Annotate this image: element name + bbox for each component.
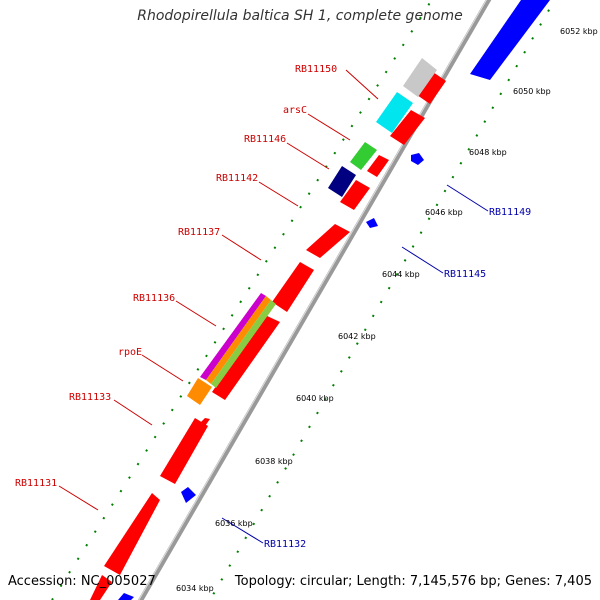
tick-label-6040: 6040 kbp [296, 394, 334, 403]
gene-RB11149[interactable] [411, 153, 424, 165]
gene-RB11136[interactable] [212, 315, 280, 400]
label-RB11131[interactable]: RB11131 [15, 478, 57, 489]
outer-tick-guide [209, 0, 556, 600]
label-RB11145[interactable]: RB11145 [444, 269, 486, 280]
leader-RB11133 [113, 399, 153, 426]
tick-label-6042: 6042 kbp [338, 332, 376, 341]
map-title: Rhodopirellula baltica SH 1, complete ge… [137, 8, 463, 24]
accession-text: Accession: NC_005027 [8, 574, 156, 589]
tick-label-6052: 6052 kbp [560, 27, 598, 36]
leader-RB11150 [345, 69, 379, 100]
tick-label-6044: 6044 kbp [382, 270, 420, 279]
tick-label-6036: 6036 kbp [215, 519, 253, 528]
tick-label-6050: 6050 kbp [513, 87, 551, 96]
gene-RB11130[interactable] [90, 575, 112, 600]
gene-RB11146[interactable] [367, 155, 389, 177]
leader-RB11146 [286, 142, 330, 170]
label-rpoE[interactable]: rpoE [118, 347, 142, 358]
feature-green[interactable] [350, 142, 377, 170]
tick-label-6046: 6046 kbp [425, 208, 463, 217]
genome-summary-text: Topology: circular; Length: 7,145,576 bp… [234, 574, 592, 589]
leader-RB11145 [401, 246, 444, 274]
leader-RB11131 [58, 485, 99, 511]
label-RB11149[interactable]: RB11149 [489, 207, 531, 218]
leader-RB11136 [175, 300, 217, 327]
leader-RB11137 [221, 234, 262, 261]
gene-RB11150[interactable] [417, 72, 446, 104]
gene-arsC[interactable] [390, 110, 425, 145]
gene-RB11145[interactable] [366, 218, 378, 228]
label-arsC[interactable]: arsC [283, 105, 307, 116]
feature-magenta[interactable] [200, 293, 266, 380]
label-RB11136[interactable]: RB11136 [133, 293, 175, 304]
leader-RB11149 [446, 184, 489, 212]
leader-rpoE [141, 354, 184, 382]
tick-label-6034: 6034 kbp [176, 584, 214, 593]
tick-label-6048: 6048 kbp [469, 148, 507, 157]
gene-reverse-bottom[interactable] [118, 593, 134, 600]
label-RB11137[interactable]: RB11137 [178, 227, 220, 238]
feature-orange[interactable] [187, 378, 212, 405]
gene-RB11132[interactable] [181, 487, 196, 503]
gene-reverse-top[interactable] [470, 0, 550, 80]
genome-backbone [137, 0, 492, 600]
leader-RB11142 [258, 181, 299, 207]
gene-RB11137[interactable] [306, 224, 350, 258]
label-RB11132[interactable]: RB11132 [264, 539, 306, 550]
label-RB11142[interactable]: RB11142 [216, 173, 258, 184]
label-RB11133[interactable]: RB11133 [69, 392, 111, 403]
leader-RB11132 [221, 517, 264, 544]
gene-RB11142[interactable] [340, 180, 370, 210]
feature-cyan[interactable] [376, 92, 413, 133]
tick-label-6038: 6038 kbp [255, 457, 293, 466]
label-RB11146[interactable]: RB11146 [244, 134, 286, 145]
gene-RB11137b[interactable] [272, 262, 314, 312]
gene-RB11133[interactable] [160, 418, 208, 484]
gene-RB11131[interactable] [104, 493, 160, 575]
leader-arsC [307, 113, 351, 141]
feature-lightgreen[interactable] [211, 300, 276, 388]
label-RB11150[interactable]: RB11150 [295, 64, 337, 75]
feature-grey[interactable] [403, 58, 437, 97]
inner-tick-guide [51, 0, 433, 600]
feature-orange-strip[interactable] [206, 296, 271, 384]
feature-navy[interactable] [328, 166, 356, 197]
